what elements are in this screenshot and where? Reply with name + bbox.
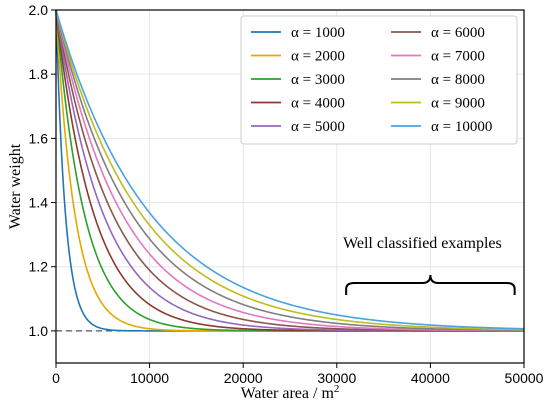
x-tick-label: 10000: [130, 370, 169, 386]
y-tick-label: 1.8: [29, 66, 49, 82]
x-tick-label: 20000: [224, 370, 263, 386]
axis-ticks: 1.0 1.2 1.4 1.6 1.8 2.0 0 10000 20000 30000 40000 5…: [29, 2, 544, 386]
plot-frame: [55, 9, 525, 364]
legend-label: α = 7000: [431, 49, 485, 65]
x-tick-label: 30000: [317, 370, 356, 386]
annotation-text: Well classified examples: [343, 235, 502, 252]
legend: α = 1000 α = 2000 α = 3000 α = 4000 α = 5000…: [240, 15, 518, 145]
y-tick-label: 1.6: [29, 130, 49, 146]
x-tick-label: 50000: [505, 370, 544, 386]
legend-label: α = 4000: [291, 96, 345, 112]
legend-label: α = 1000: [291, 25, 345, 41]
y-tick-label: 2.0: [29, 2, 49, 18]
series-line: [55, 9, 525, 330]
series-lines: [55, 9, 525, 332]
x-tick-label: 0: [52, 370, 60, 386]
series-line: [55, 9, 525, 332]
legend-box: [240, 15, 518, 145]
curly-brace: [345, 274, 516, 295]
legend-label: α = 8000: [431, 72, 485, 88]
y-tick-label: 1.0: [29, 323, 49, 339]
y-tick-label: 1.4: [29, 195, 49, 211]
legend-label: α = 6000: [431, 25, 485, 41]
y-axis-label: Water weight: [7, 143, 24, 229]
axes-frame: [55, 9, 525, 364]
legend-label: α = 3000: [291, 72, 345, 88]
series-line: [55, 9, 525, 331]
legend-label: α = 5000: [291, 119, 345, 135]
y-tick-label: 1.2: [29, 259, 49, 275]
legend-label: α = 9000: [431, 96, 485, 112]
x-tick-label: 40000: [411, 370, 450, 386]
series-line: [55, 9, 525, 332]
legend-label: α = 2000: [291, 49, 345, 65]
annotation: Well classified examples: [343, 235, 516, 295]
x-axis-label: Water area / m2: [241, 383, 340, 402]
legend-label: α = 10000: [431, 119, 492, 135]
